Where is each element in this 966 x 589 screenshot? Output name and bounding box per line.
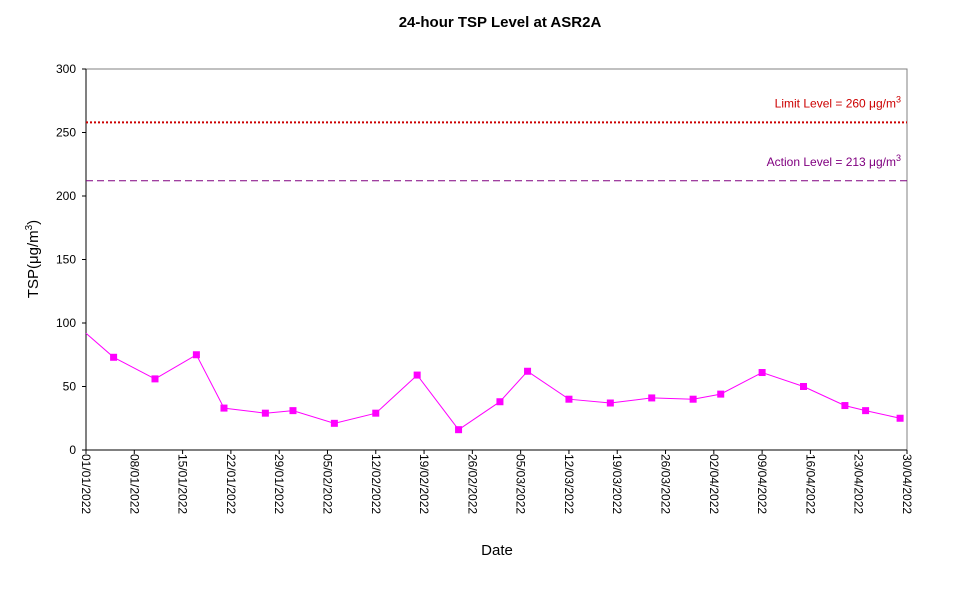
x-tick-label: 01/01/2022 (79, 454, 93, 514)
x-tick-label: 05/02/2022 (320, 454, 334, 514)
tsp-data-point (606, 399, 614, 407)
x-axis-title: Date (481, 542, 513, 559)
tsp-data-point (896, 414, 904, 422)
tsp-data-point (565, 395, 573, 403)
y-axis-ticks: 0 50 100 150 200 250 300 (56, 62, 86, 457)
tsp-data-point (496, 398, 504, 406)
x-tick-label: 19/02/2022 (417, 454, 431, 514)
x-tick-label: 12/02/2022 (369, 454, 383, 514)
x-tick-label: 26/03/2022 (659, 454, 673, 514)
y-tick-label: 200 (56, 189, 76, 203)
y-axis-title: TSP(μg/m3) (24, 220, 42, 298)
x-tick-label: 30/04/2022 (900, 454, 914, 514)
tsp-data-point (862, 407, 870, 415)
tsp-data-point (110, 353, 118, 361)
tsp-data-point (151, 375, 159, 383)
x-tick-label: 08/01/2022 (127, 454, 141, 514)
x-tick-label: 12/03/2022 (562, 454, 576, 514)
y-tick-label: 100 (56, 316, 76, 330)
tsp-data-point (330, 419, 338, 427)
x-tick-label: 02/04/2022 (707, 454, 721, 514)
tsp-data-point (717, 390, 725, 398)
tsp-data-point (455, 426, 463, 434)
x-tick-label: 23/04/2022 (852, 454, 866, 514)
x-tick-label: 19/03/2022 (610, 454, 624, 514)
y-tick-label: 250 (56, 126, 76, 140)
x-tick-label: 09/04/2022 (755, 454, 769, 514)
y-tick-label: 0 (69, 443, 76, 457)
tsp-series-line (85, 332, 901, 431)
tsp-data-point (261, 409, 269, 417)
tsp-data-point (689, 395, 697, 403)
y-tick-label: 150 (56, 253, 76, 267)
tsp-data-point (524, 367, 532, 375)
x-tick-label: 05/03/2022 (514, 454, 528, 514)
tsp-data-point (758, 369, 766, 377)
y-tick-label: 50 (63, 380, 77, 394)
x-tick-label: 29/01/2022 (272, 454, 286, 514)
tsp-data-point (372, 409, 380, 417)
reference-lines: Limit Level = 260 μg/m3 Action Level = 21… (86, 94, 907, 182)
x-tick-label: 15/01/2022 (176, 454, 190, 514)
x-tick-label: 22/01/2022 (224, 454, 238, 514)
limit-level-label: Limit Level = 260 μg/m3 (775, 94, 901, 110)
x-axis-ticks: 01/01/2022 08/01/2022 15/01/2022 22/01/2022… (79, 450, 914, 514)
tsp-data-point (192, 351, 200, 359)
tsp-data-point (841, 402, 849, 410)
tsp-data-point (220, 404, 228, 412)
plot-area (85, 68, 908, 451)
tsp-data-point (648, 394, 656, 402)
tsp-data-point (800, 383, 808, 390)
x-tick-label: 16/04/2022 (803, 454, 817, 514)
x-tick-label: 26/02/2022 (465, 454, 479, 514)
series-group (85, 332, 904, 434)
tsp-data-point (289, 407, 297, 415)
y-tick-label: 300 (56, 62, 76, 76)
tsp-data-point (413, 371, 421, 379)
action-level-label: Action Level = 213 μg/m3 (767, 153, 901, 169)
chart-title: 24-hour TSP Level at ASR2A (399, 14, 602, 31)
